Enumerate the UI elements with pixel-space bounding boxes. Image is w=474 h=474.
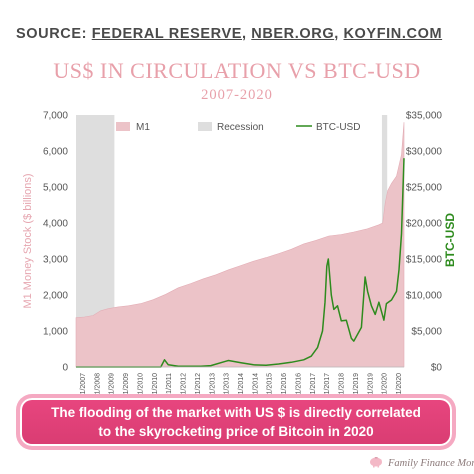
left-tick-label: 3,000 bbox=[43, 255, 68, 266]
x-tick-label: 5/1/2014 bbox=[238, 373, 245, 400]
x-tick-label: 10/1/2013 bbox=[224, 373, 231, 400]
source-koyfin: KOYFIN.COM bbox=[343, 26, 443, 42]
x-tick-label: 12/1/2007 bbox=[80, 373, 87, 400]
chart: 0 1,000 2,000 3,000 4,000 5,000 6,000 7,000 $0 $5… bbox=[22, 111, 457, 401]
piggy-bank-icon bbox=[370, 457, 382, 468]
source-line: SOURCE: FEDERAL RESERVE, NBER.ORG, KOYFI… bbox=[16, 26, 443, 42]
x-tick-label: 8/1/2019 bbox=[367, 373, 374, 400]
x-tick-label: 2/1/2016 bbox=[281, 373, 288, 400]
left-tick-label: 7,000 bbox=[43, 111, 68, 122]
y-axis-label-right: BTC-USD bbox=[443, 213, 457, 267]
right-tick-label: $35,000 bbox=[406, 111, 443, 122]
left-tick-label: 6,000 bbox=[43, 147, 68, 158]
x-tick-label: 6/1/2018 bbox=[339, 373, 346, 400]
left-tick-label: 5,000 bbox=[43, 183, 68, 194]
x-tick-label: 7/1/2008 bbox=[94, 373, 101, 400]
x-tick-label: 12/1/2014 bbox=[252, 373, 259, 400]
m1-area bbox=[75, 122, 405, 368]
legend-recession-label: Recession bbox=[217, 122, 264, 133]
x-tick-label: 3/1/2020 bbox=[382, 373, 389, 400]
legend-m1-label: M1 bbox=[136, 122, 150, 133]
callout-line-2: to the skyrocketing price of Bitcoin in … bbox=[98, 424, 374, 439]
chart-title: US$ IN CIRCULATION VS BTC-USD bbox=[53, 58, 421, 83]
x-tick-label: 4/1/2010 bbox=[138, 373, 145, 400]
legend-btc-label: BTC-USD bbox=[316, 122, 360, 133]
right-tick-label: $5,000 bbox=[411, 327, 442, 338]
x-tick-label: 10/1/2020 bbox=[396, 373, 403, 400]
right-tick-label: $20,000 bbox=[406, 219, 443, 230]
chart-subtitle: 2007-2020 bbox=[201, 87, 273, 103]
source-prefix: SOURCE: bbox=[16, 26, 88, 42]
callout-line-1: The flooding of the market with US $ is … bbox=[51, 405, 421, 420]
x-tick-label: 7/1/2015 bbox=[267, 373, 274, 400]
x-tick-label: 6/1/2011 bbox=[166, 373, 173, 400]
x-tick-label: 11/1/2010 bbox=[152, 373, 159, 400]
x-tick-label: 1/1/2012 bbox=[181, 373, 188, 400]
right-tick-label: $25,000 bbox=[406, 183, 443, 194]
x-tick-label: 9/1/2016 bbox=[296, 373, 303, 400]
x-tick-label: 8/1/2012 bbox=[195, 373, 202, 400]
callout-banner: The flooding of the market with US $ is … bbox=[20, 398, 452, 446]
y-axis-label-left: M1 Money Stock ($ billions) bbox=[22, 173, 34, 308]
x-tick-label: 1/1/2019 bbox=[353, 373, 360, 400]
brand-signature: Family Finance Mom bbox=[388, 458, 474, 469]
left-tick-label: 1,000 bbox=[43, 327, 68, 338]
left-tick-label: 4,000 bbox=[43, 219, 68, 230]
x-tick-label: 4/1/2017 bbox=[310, 373, 317, 400]
left-tick-label: 2,000 bbox=[43, 291, 68, 302]
right-tick-label: $15,000 bbox=[406, 255, 443, 266]
source-nber: NBER.ORG bbox=[251, 26, 335, 42]
x-tick-label: 2/1/2009 bbox=[109, 373, 116, 400]
legend-m1-swatch bbox=[116, 122, 130, 131]
legend-recession-swatch bbox=[198, 122, 212, 131]
right-tick-label: $0 bbox=[431, 363, 443, 374]
left-tick-label: 0 bbox=[62, 363, 68, 374]
source-federal-reserve: FEDERAL RESERVE bbox=[91, 26, 242, 42]
btc-usd-line bbox=[76, 158, 405, 368]
x-tick-label: 3/1/2013 bbox=[209, 373, 216, 400]
right-tick-label: $10,000 bbox=[406, 291, 443, 302]
right-tick-label: $30,000 bbox=[406, 147, 443, 158]
x-tick-label: 9/1/2009 bbox=[123, 373, 130, 400]
x-tick-label: 11/1/2017 bbox=[324, 373, 331, 400]
